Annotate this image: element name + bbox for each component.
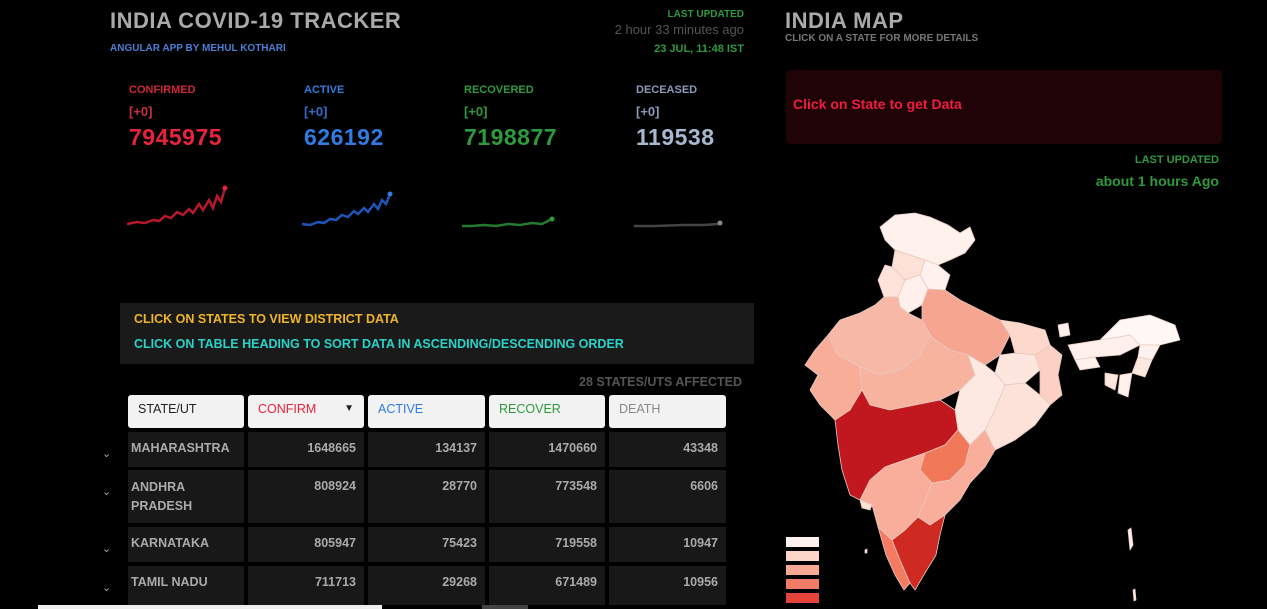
- map-state-gujarat: [804, 334, 863, 421]
- state-prompt: Click on State to get Data: [793, 96, 962, 112]
- confirmed-sparkline: [127, 185, 228, 226]
- header-label: ACTIVE: [378, 402, 424, 416]
- legend-swatch: [786, 565, 819, 575]
- map-state-mizoram: [1117, 372, 1133, 398]
- legend-swatch: [786, 551, 819, 561]
- cell-active: 28770: [368, 470, 485, 523]
- instructions-panel: CLICK ON STATES TO VIEW DISTRICT DATA CL…: [120, 303, 754, 364]
- map-state-goa: [859, 499, 873, 511]
- header-label: DEATH: [619, 402, 661, 416]
- map-title: INDIA MAP: [785, 8, 904, 33]
- header-confirm[interactable]: CONFIRM ▼: [248, 395, 364, 428]
- legend-swatch: [786, 537, 819, 547]
- stat-label: DECEASED: [636, 84, 698, 96]
- header-label: STATE/UT: [138, 402, 197, 416]
- last-updated-block: LAST UPDATED 2 hour 33 minutes ago 23 JU…: [615, 9, 744, 55]
- stat-value: 626192: [304, 124, 384, 150]
- map-state-karnataka: [859, 452, 933, 541]
- cell-death: 6606: [609, 470, 726, 523]
- stat-label: ACTIVE: [304, 84, 345, 96]
- last-updated-label: LAST UPDATED: [667, 9, 744, 20]
- stat-value: 7945975: [129, 124, 223, 150]
- header-active[interactable]: ACTIVE: [368, 395, 485, 428]
- cell-recover: 773548: [489, 470, 605, 523]
- map-nicobar-islands: [1132, 588, 1137, 602]
- stat-deceased: DECEASED [+0] 119538: [634, 84, 776, 228]
- map-lakshadweep: [864, 548, 868, 554]
- map-last-updated-label: LAST UPDATED: [1134, 154, 1219, 166]
- cell-state: TAMIL NADU: [128, 566, 244, 605]
- cell-recover: 671489: [489, 566, 605, 605]
- cell-active: 29268: [368, 566, 485, 605]
- india-map[interactable]: [800, 205, 1200, 609]
- map-subtitle: CLICK ON A STATE FOR MORE DETAILS: [785, 33, 979, 44]
- app-subtitle[interactable]: ANGULAR APP BY MEHUL KOTHARI: [110, 43, 286, 54]
- cell-death: 10947: [609, 527, 726, 562]
- instruction-district: CLICK ON STATES TO VIEW DISTRICT DATA: [134, 312, 399, 326]
- stat-recovered: RECOVERED [+0] 7198877: [462, 84, 604, 228]
- state-details-box: Click on State to get Data: [786, 70, 1222, 144]
- recovered-sparkline: [462, 216, 555, 228]
- cell-confirm: 805947: [248, 527, 364, 562]
- stat-delta: [+0]: [636, 104, 660, 119]
- sort-caret-icon: ▼: [344, 403, 354, 414]
- header-death[interactable]: DEATH: [609, 395, 726, 428]
- map-state-manipur: [1131, 356, 1153, 378]
- stat-active: ACTIVE [+0] 626192: [302, 84, 444, 227]
- stat-value: 119538: [636, 124, 715, 150]
- cell-death: 43348: [609, 432, 726, 467]
- cell-confirm: 711713: [248, 566, 364, 605]
- horizontal-scrollbar[interactable]: [38, 605, 382, 609]
- cell-state: KARNATAKA: [128, 527, 244, 562]
- map-last-updated-value: about 1 hours Ago: [1095, 173, 1219, 189]
- legend-swatch: [786, 579, 819, 589]
- deceased-sparkline: [634, 220, 723, 228]
- map-state-tamil-nadu: [891, 514, 946, 591]
- cell-confirm: 1648665: [248, 432, 364, 467]
- cell-recover: 1470660: [489, 432, 605, 467]
- stat-delta: [+0]: [304, 104, 328, 119]
- map-last-updated: LAST UPDATED about 1 hours Ago: [1096, 154, 1219, 189]
- stat-label: RECOVERED: [464, 84, 534, 96]
- stat-delta: [+0]: [464, 104, 488, 119]
- header-label: RECOVER: [499, 402, 561, 416]
- cell-state: ANDHRA PRADESH: [128, 470, 244, 523]
- map-state-jharkhand: [994, 352, 1041, 386]
- map-andaman-islands: [1127, 527, 1134, 551]
- chevron-down-icon[interactable]: ⌄: [102, 486, 112, 498]
- cell-state: MAHARASHTRA: [128, 432, 244, 467]
- instruction-sort: CLICK ON TABLE HEADING TO SORT DATA IN A…: [134, 337, 624, 351]
- chevron-down-icon[interactable]: ⌄: [102, 543, 112, 555]
- header-state[interactable]: STATE/UT: [128, 395, 244, 428]
- cell-active: 75423: [368, 527, 485, 562]
- cell-death: 10956: [609, 566, 726, 605]
- scrollbar-thumb[interactable]: [482, 605, 528, 609]
- map-state-meghalaya: [1074, 356, 1101, 371]
- stat-confirmed: CONFIRMED [+0] 7945975: [127, 84, 269, 226]
- app-title: INDIA COVID-19 TRACKER: [110, 8, 402, 33]
- stat-value: 7198877: [464, 124, 558, 150]
- chevron-down-icon[interactable]: ⌄: [102, 448, 112, 460]
- active-sparkline: [302, 191, 393, 227]
- chevron-down-icon[interactable]: ⌄: [102, 582, 112, 594]
- cell-confirm: 808924: [248, 470, 364, 523]
- header-label: CONFIRM: [258, 402, 317, 416]
- cell-active: 134137: [368, 432, 485, 467]
- stat-label: CONFIRMED: [129, 84, 196, 96]
- stat-delta: [+0]: [129, 104, 153, 119]
- last-updated-ago: 2 hour 33 minutes ago: [614, 22, 744, 37]
- cell-recover: 719558: [489, 527, 605, 562]
- header-recover[interactable]: RECOVER: [489, 395, 605, 428]
- map-state-tripura: [1104, 372, 1119, 391]
- states-affected-count: 28 STATES/UTS AFFECTED: [579, 375, 742, 389]
- map-state-arunachal: [1099, 314, 1181, 346]
- last-updated-date: 23 JUL, 11:48 IST: [654, 43, 744, 55]
- map-state-sikkim: [1057, 322, 1071, 338]
- legend-swatch: [786, 593, 819, 603]
- map-state-odisha: [984, 382, 1051, 451]
